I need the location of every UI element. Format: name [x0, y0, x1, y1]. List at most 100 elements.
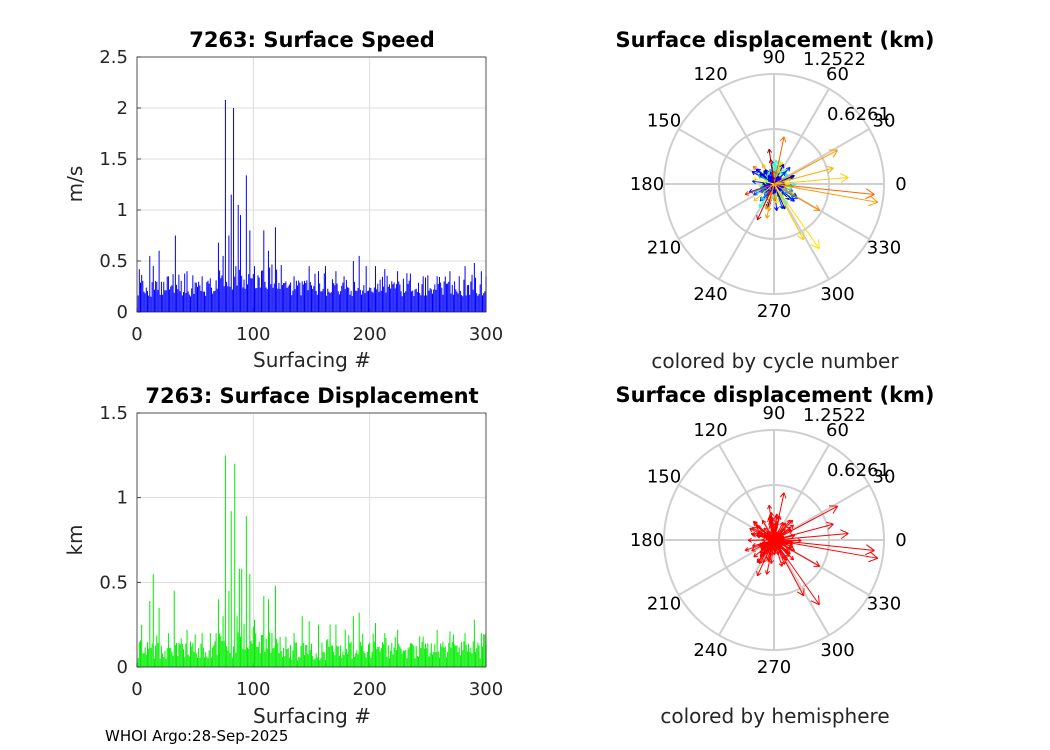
displacement-arrow	[773, 532, 849, 541]
y-tick-label: 2.5	[99, 47, 128, 68]
arrow-head	[791, 546, 795, 551]
x-tick-label: 200	[352, 679, 386, 700]
arrow-head	[755, 525, 758, 530]
plot-area	[137, 57, 486, 312]
arrow-head	[753, 165, 758, 168]
arrow-head	[771, 551, 775, 556]
arrow-head	[785, 197, 790, 200]
y-tick-label: 0	[117, 657, 128, 678]
arrow-head	[759, 553, 762, 558]
arrow-head	[785, 547, 789, 552]
arrow-head	[774, 551, 779, 555]
arrow-head	[767, 149, 770, 154]
polar-ring	[718, 128, 830, 240]
arrow-head	[788, 545, 792, 550]
arrow-head	[773, 170, 777, 175]
y-tick-label: 0.5	[99, 251, 128, 272]
displacement-arrow	[773, 183, 878, 203]
arrow-head	[788, 549, 791, 555]
arrow-head	[866, 188, 875, 195]
arrow-head	[770, 175, 773, 180]
polar-angle-label: 300	[820, 640, 854, 661]
arrow-head	[764, 194, 769, 198]
polar-angle-label: 90	[763, 47, 786, 68]
arrow-head	[779, 163, 784, 168]
polar-angle-label: 210	[647, 238, 681, 259]
arrow-head	[757, 216, 762, 221]
ring-label-inner: 0.6261	[827, 104, 890, 125]
arrow-head	[749, 528, 753, 533]
arrow-head	[752, 166, 756, 171]
arrow-head	[773, 207, 778, 211]
arrow-head	[768, 207, 772, 212]
arrow-head	[753, 555, 758, 558]
arrow-head	[772, 517, 776, 522]
displacement-arrow	[773, 539, 820, 606]
x-tick-label: 100	[236, 679, 270, 700]
arrow-head	[776, 199, 780, 204]
chart-title: 7263: Surface Displacement	[145, 384, 478, 408]
y-tick-label: 2	[117, 98, 128, 119]
arrow-head	[779, 521, 784, 525]
polar-ring	[718, 484, 830, 596]
arrow-head	[773, 545, 777, 549]
arrow-head	[772, 522, 776, 527]
arrow-head	[783, 171, 786, 176]
x-tick-label: 0	[131, 324, 142, 345]
arrow-head	[810, 244, 820, 250]
arrow-head	[752, 533, 756, 538]
displacement-arrow	[773, 522, 784, 541]
x-tick-labels: 0 100 200 300	[131, 324, 503, 345]
arrow-head	[747, 539, 752, 543]
arrow-head	[865, 550, 875, 556]
arrow-head	[764, 550, 769, 554]
arrow-head	[826, 521, 834, 525]
arrow-head	[796, 591, 804, 597]
arrow-head	[763, 170, 765, 175]
displacement-arrow	[773, 539, 820, 567]
arrow-head	[789, 198, 794, 201]
y-tick-label: 1	[117, 200, 128, 221]
arrow-head	[778, 563, 783, 567]
arrow-head	[752, 521, 756, 526]
arrow-head	[755, 168, 760, 171]
arrow-head	[751, 532, 756, 535]
arrow-head	[748, 188, 753, 193]
arrow-head	[774, 197, 777, 202]
arrow-head	[757, 560, 762, 563]
x-tick-label: 0	[131, 679, 142, 700]
arrow-head	[750, 533, 755, 537]
arrow-head	[840, 177, 849, 184]
arrow-head	[765, 538, 770, 542]
displacement-arrow	[752, 533, 775, 541]
surface-speed-chart: 0 100 200 300 0 0.5 1 1.5 2 2.5 7263: Surface Sp…	[63, 28, 503, 372]
arrow-head	[792, 197, 795, 202]
arrow-head	[774, 189, 778, 194]
speed-bars	[137, 99, 487, 312]
arrow-head	[756, 526, 759, 531]
displacement-arrow	[773, 183, 805, 241]
arrow-head	[763, 527, 768, 530]
arrow-head	[791, 195, 794, 200]
displacement-arrow	[756, 526, 775, 541]
arrow-head	[744, 191, 749, 195]
displacement-arrow	[744, 539, 775, 551]
arrow-head	[760, 552, 763, 557]
arrow-head	[761, 537, 766, 541]
polar-angle-label: 330	[867, 594, 901, 615]
arrow-head	[766, 532, 772, 535]
displacement-arrow	[773, 539, 878, 559]
arrow-head	[759, 561, 764, 565]
arrow-head	[832, 505, 839, 514]
arrow-head	[752, 532, 757, 535]
arrow-head	[791, 190, 795, 195]
displacement-arrows	[744, 136, 879, 250]
arrow-head	[776, 206, 779, 211]
arrow-head	[832, 149, 839, 158]
arrow-head	[818, 239, 820, 249]
arrow-head	[797, 538, 802, 542]
arrow-head	[766, 557, 769, 562]
arrow-head	[752, 177, 756, 182]
arrow-head	[753, 199, 758, 202]
